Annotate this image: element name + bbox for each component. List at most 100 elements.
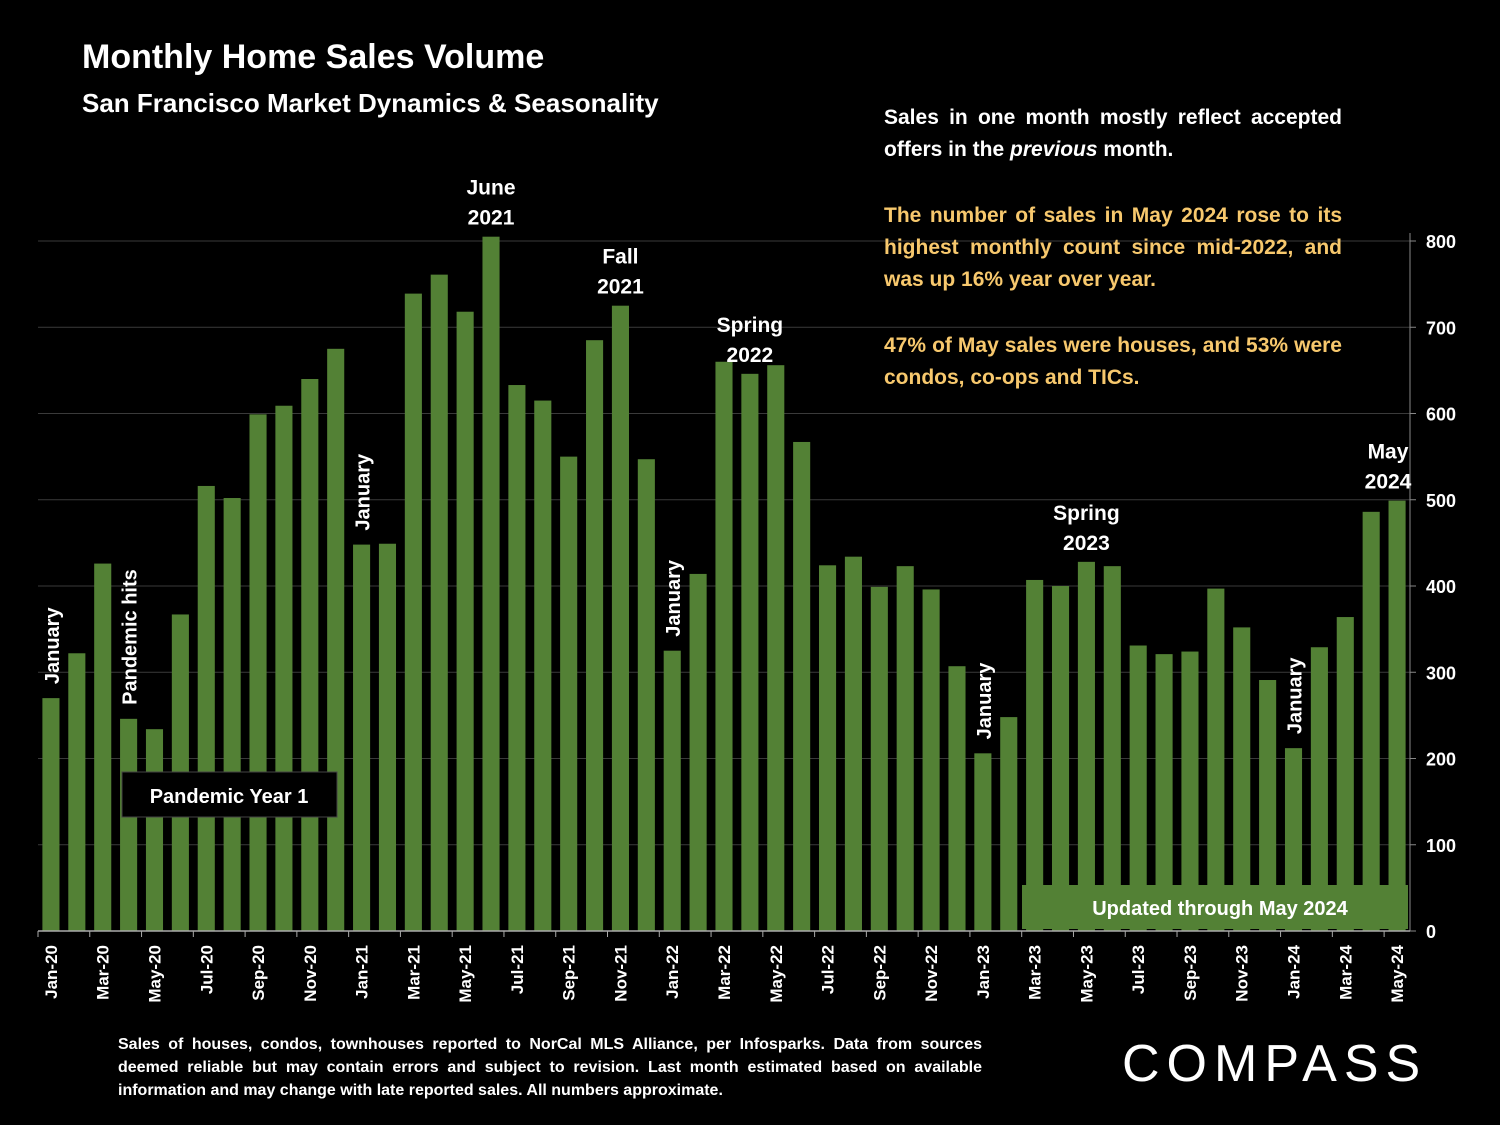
bar-Aug-22 bbox=[844, 556, 862, 931]
bar-Dec-20 bbox=[327, 348, 345, 931]
y-tick-label: 800 bbox=[1426, 232, 1456, 252]
bar-Feb-22 bbox=[689, 573, 707, 931]
bars bbox=[42, 236, 1406, 932]
y-tick-label: 700 bbox=[1426, 318, 1456, 338]
bar-Dec-23 bbox=[1259, 680, 1277, 931]
x-tick-label: Nov-22 bbox=[922, 945, 941, 1002]
x-tick-label: Sep-21 bbox=[560, 945, 579, 1001]
annotation-label: January bbox=[1285, 657, 1307, 735]
bar-Sep-21 bbox=[560, 456, 578, 931]
bar-May-22 bbox=[767, 365, 785, 931]
chart-subtitle: San Francisco Market Dynamics & Seasonal… bbox=[82, 88, 659, 118]
bar-May-20 bbox=[145, 729, 164, 931]
x-tick-label: Sep-20 bbox=[249, 945, 268, 1001]
annotation-label: June 2021 bbox=[467, 177, 516, 230]
bar-Apr-22 bbox=[741, 373, 759, 931]
x-tick-label: Nov-20 bbox=[301, 945, 320, 1002]
annotation-label: January bbox=[353, 453, 375, 531]
annotation-label: Fall 2021 bbox=[597, 246, 644, 299]
x-tick-label: May-21 bbox=[456, 945, 475, 1003]
bar-Jul-23 bbox=[1129, 645, 1147, 931]
bar-Aug-23 bbox=[1155, 654, 1173, 931]
compass-logo: COMPASS bbox=[1122, 1035, 1428, 1093]
bar-May-24 bbox=[1388, 500, 1406, 931]
x-tick-label: Nov-21 bbox=[611, 945, 630, 1002]
x-tick-label: Jan-22 bbox=[663, 945, 682, 999]
bar-Mar-21 bbox=[404, 293, 422, 931]
bar-May-21 bbox=[456, 311, 474, 932]
updated-through-label: Updated through May 2024 bbox=[1092, 898, 1348, 920]
note-property-mix: 47% of May sales were houses, and 53% we… bbox=[884, 334, 1342, 389]
annotation-label: Spring 2023 bbox=[1053, 502, 1120, 555]
bar-Feb-24 bbox=[1310, 647, 1328, 931]
footnote: Sales of houses, condos, townhouses repo… bbox=[118, 1036, 982, 1099]
bar-Jan-21 bbox=[353, 544, 371, 931]
x-tick-label: Jan-23 bbox=[974, 945, 993, 999]
bar-Apr-23 bbox=[1051, 586, 1070, 931]
annotation-label: January bbox=[663, 559, 685, 637]
pandemic-year-label: Pandemic Year 1 bbox=[150, 786, 309, 808]
annotation-label: Pandemic hits bbox=[120, 569, 142, 705]
bar-Mar-23 bbox=[1026, 579, 1044, 931]
y-tick-label: 400 bbox=[1426, 577, 1456, 597]
bar-Oct-23 bbox=[1207, 588, 1225, 931]
bar-Apr-21 bbox=[430, 274, 448, 931]
bar-Jul-20 bbox=[197, 485, 215, 931]
y-tick-label: 300 bbox=[1426, 663, 1456, 683]
bar-Mar-24 bbox=[1336, 617, 1354, 931]
y-tick-label: 200 bbox=[1426, 750, 1456, 770]
chart-title: Monthly Home Sales Volume bbox=[82, 38, 545, 76]
annotation-label: January bbox=[974, 662, 996, 740]
bar-Jul-22 bbox=[819, 565, 837, 931]
x-tick-label: Jul-22 bbox=[819, 945, 838, 994]
bar-Nov-21 bbox=[611, 305, 629, 931]
bar-Jun-22 bbox=[793, 441, 811, 931]
x-tick-label: Mar-20 bbox=[94, 945, 113, 1000]
bar-Dec-21 bbox=[637, 459, 655, 931]
x-tick-label: Mar-24 bbox=[1336, 944, 1355, 999]
x-tick-label: Mar-23 bbox=[1026, 945, 1045, 1000]
updated-through-box bbox=[1022, 885, 1408, 929]
annotation-label: May 2024 bbox=[1365, 441, 1412, 494]
bar-Apr-20 bbox=[120, 718, 138, 931]
bar-Nov-23 bbox=[1233, 627, 1251, 931]
y-tick-label: 500 bbox=[1426, 491, 1456, 511]
bar-Jun-23 bbox=[1103, 566, 1121, 931]
bar-Nov-22 bbox=[922, 589, 940, 931]
bar-Apr-24 bbox=[1362, 511, 1380, 931]
bar-Sep-23 bbox=[1181, 651, 1199, 931]
bar-Aug-20 bbox=[223, 498, 241, 931]
bar-Jan-20 bbox=[42, 698, 60, 931]
x-tick-label: May-22 bbox=[767, 945, 786, 1003]
bar-Jan-23 bbox=[974, 753, 992, 931]
bar-Jul-21 bbox=[508, 385, 526, 932]
bar-Mar-22 bbox=[715, 361, 733, 931]
bar-Oct-20 bbox=[275, 405, 293, 931]
y-tick-label: 600 bbox=[1426, 405, 1456, 425]
x-tick-label: Jul-23 bbox=[1129, 945, 1148, 994]
x-tick-label: Sep-22 bbox=[870, 945, 889, 1001]
x-tick-label: Mar-21 bbox=[404, 945, 423, 1000]
x-tick-label: Jan-24 bbox=[1285, 944, 1304, 998]
x-tick-label: Mar-22 bbox=[715, 945, 734, 1000]
bar-May-23 bbox=[1077, 561, 1095, 931]
x-tick-label: Jul-20 bbox=[197, 945, 216, 994]
bar-Feb-20 bbox=[68, 653, 86, 931]
x-tick-label: May-20 bbox=[145, 945, 164, 1003]
bar-Dec-22 bbox=[948, 666, 966, 931]
bar-Oct-21 bbox=[586, 340, 604, 931]
x-tick-label: Jan-21 bbox=[353, 945, 372, 999]
bar-Jan-22 bbox=[663, 650, 681, 931]
bar-Mar-20 bbox=[94, 563, 112, 931]
note-may-2024: The number of sales in May 2024 rose to … bbox=[884, 204, 1342, 291]
annotation-label: Spring 2022 bbox=[717, 314, 784, 367]
bar-Sep-20 bbox=[249, 414, 267, 931]
x-tick-label: Jul-21 bbox=[508, 945, 527, 994]
bar-Aug-21 bbox=[534, 400, 552, 931]
note-previous-month: Sales in one month mostly reflect accept… bbox=[884, 106, 1342, 161]
x-tick-label: Jan-20 bbox=[42, 945, 61, 999]
pandemic-year-box bbox=[121, 771, 338, 818]
bar-Sep-22 bbox=[870, 586, 888, 931]
annotations: January Pandemic hits January June 2021 Fall 2… bbox=[42, 177, 1412, 929]
